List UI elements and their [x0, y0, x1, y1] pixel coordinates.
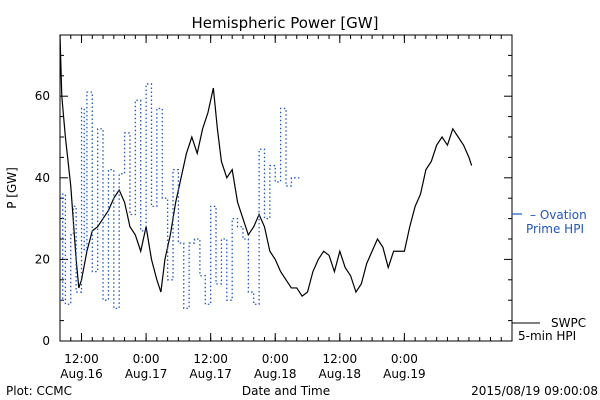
x-tick-time-label: 12:00 — [64, 352, 99, 366]
y-tick-label: 20 — [35, 252, 50, 266]
x-tick-time-label: 12:00 — [193, 352, 228, 366]
legend-ovation-label: – Ovation — [530, 208, 587, 222]
series-swpc-5min-hpi — [59, 34, 473, 297]
plot-timestamp: 2015/08/19 09:00:08 — [471, 384, 598, 398]
series-layer — [59, 34, 473, 310]
legend-swpc-label-2: 5-min HPI — [518, 329, 576, 343]
series-ovation-prime-hpi — [60, 83, 300, 310]
y-axis-label: P [GW] — [5, 167, 19, 209]
legend-ovation-label-2: Prime HPI — [526, 222, 584, 236]
y-tick-label: 40 — [35, 171, 50, 185]
legend-swpc-label: SWPC — [551, 316, 586, 330]
x-axis: 12:00Aug.160:00Aug.1712:00Aug.170:00Aug.… — [59, 35, 513, 381]
y-tick-label: 0 — [42, 334, 50, 348]
x-tick-time-label: 12:00 — [323, 352, 358, 366]
x-tick-date-label: Aug.19 — [383, 367, 426, 381]
x-tick-date-label: Aug.17 — [125, 367, 168, 381]
chart-title: Hemispheric Power [GW] — [192, 14, 379, 32]
x-tick-time-label: 0:00 — [262, 352, 289, 366]
plot-credit: Plot: CCMC — [6, 384, 72, 398]
x-tick-time-label: 0:00 — [133, 352, 160, 366]
x-tick-date-label: Aug.18 — [319, 367, 362, 381]
x-tick-date-label: Aug.17 — [189, 367, 232, 381]
y-axis: 0 20 40 60 — [35, 34, 512, 348]
x-tick-time-label: 0:00 — [391, 352, 418, 366]
x-tick-date-label: Aug.16 — [60, 367, 103, 381]
plot-frame — [59, 34, 513, 342]
y-tick-label: 60 — [35, 89, 50, 103]
x-tick-date-label: Aug.18 — [254, 367, 297, 381]
x-axis-label: Date and Time — [242, 384, 330, 398]
